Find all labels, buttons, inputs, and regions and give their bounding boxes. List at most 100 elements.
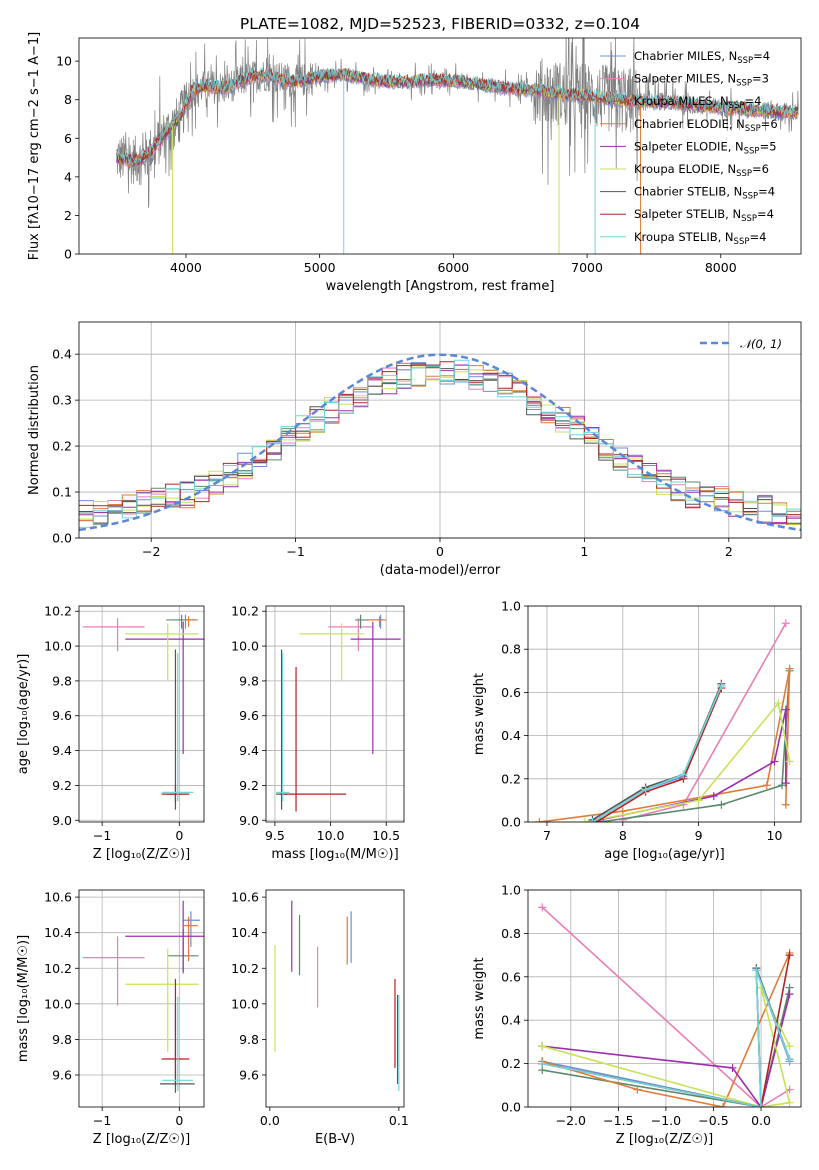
legend-name: Chabrier MILES, N bbox=[634, 49, 737, 63]
y-axis-label: Normed distribution bbox=[27, 365, 42, 495]
y-tick-label: 1.0 bbox=[501, 599, 521, 614]
weight-marker bbox=[728, 1063, 737, 1072]
weight-marker bbox=[719, 1103, 727, 1107]
legend-count: =3 bbox=[752, 72, 769, 86]
x-tick-label: 8 bbox=[619, 828, 627, 843]
errorbar-point bbox=[125, 948, 199, 1052]
weight-series bbox=[588, 681, 726, 822]
weight-line bbox=[542, 952, 791, 1107]
weight-marker bbox=[778, 781, 787, 790]
panel-residuals: −2 −1 0 1 2 0.0 0.1 0.2 0.3 0.4 (data-model)/error… bbox=[27, 321, 802, 578]
errorbar-point bbox=[166, 614, 196, 629]
weight-marker bbox=[781, 779, 790, 788]
residual-histogram bbox=[79, 361, 801, 525]
weight-marker bbox=[770, 757, 779, 766]
errorbar-point bbox=[279, 666, 347, 812]
weight-marker bbox=[618, 807, 627, 816]
legend-count: =4 bbox=[749, 230, 766, 244]
weight-series bbox=[580, 699, 794, 822]
x-tick-label: 10.0 bbox=[317, 828, 345, 843]
errorbar-point bbox=[161, 785, 190, 803]
weight-marker bbox=[785, 951, 794, 960]
errorbar-point bbox=[183, 911, 201, 947]
weight-marker bbox=[535, 818, 544, 822]
errorbar-point bbox=[350, 621, 401, 755]
panel-weight-vs-Z: −2.0 −1.5 −1.0 −0.5 0.0 0.0 0.2 0.4 0.6 0.8 1.0 Z [… bbox=[472, 883, 802, 1147]
weight-marker bbox=[694, 796, 703, 805]
errorbar-point bbox=[82, 936, 145, 1006]
errorbar-point bbox=[183, 916, 198, 962]
gridlines bbox=[266, 606, 404, 822]
y-tick-label: 9.4 bbox=[52, 743, 72, 758]
x-tick-label: 1 bbox=[580, 544, 588, 559]
gridlines bbox=[79, 890, 204, 1107]
legend-label: Kroupa MILES, NSSP=4 bbox=[634, 94, 761, 111]
y-tick-label: 0.1 bbox=[52, 485, 72, 500]
y-axis-label: mass [log₁₀(M/M☉)] bbox=[16, 935, 31, 1062]
legend-name: Chabrier STELIB, N bbox=[634, 185, 742, 199]
y-tick-label: 10.2 bbox=[44, 961, 72, 976]
axes-frame bbox=[78, 605, 205, 823]
y-tick-label: 1.0 bbox=[501, 883, 521, 898]
weight-marker bbox=[580, 818, 589, 822]
y-tick-label: 0.2 bbox=[501, 771, 521, 786]
normal-curve bbox=[79, 353, 801, 532]
residual-legend: 𝒩(0, 1) bbox=[700, 337, 782, 351]
x-tick-label: 10.5 bbox=[372, 828, 400, 843]
legend-label: 𝒩(0, 1) bbox=[740, 337, 782, 351]
axes-frame bbox=[78, 37, 802, 255]
weight-line bbox=[542, 994, 791, 1107]
y-tick-label: 0.8 bbox=[501, 926, 521, 941]
y-tick-label: 0.0 bbox=[52, 531, 72, 546]
y-tick-label: 0.2 bbox=[501, 1056, 521, 1071]
legend-subscript: SSP bbox=[734, 237, 750, 247]
errorbar-point bbox=[125, 621, 204, 755]
weight-marker bbox=[641, 785, 650, 794]
legend-count: =4 bbox=[758, 185, 775, 199]
x-axis-label: mass [log₁₀(M/M☉)] bbox=[271, 847, 398, 862]
y-tick-label: 10.0 bbox=[44, 996, 72, 1011]
legend-count: =4 bbox=[753, 49, 770, 63]
x-tick-label: −1.0 bbox=[651, 1113, 681, 1128]
y-tick-label: 0.0 bbox=[501, 815, 521, 830]
y-tick-label: 0.8 bbox=[501, 642, 521, 657]
weight-marker bbox=[785, 990, 794, 999]
y-tick-label: 10.0 bbox=[231, 996, 259, 1011]
axes-frame bbox=[78, 321, 802, 539]
y-tick-label: 9.6 bbox=[52, 708, 72, 723]
plot-area bbox=[538, 903, 794, 1107]
legend-subscript: SSP bbox=[737, 56, 753, 66]
legend-label: Kroupa STELIB, NSSP=4 bbox=[634, 230, 766, 247]
legend-count: =4 bbox=[757, 207, 774, 221]
x-axis-label: (data-model)/error bbox=[380, 563, 501, 578]
x-tick-label: 4000 bbox=[170, 260, 202, 275]
legend-subscript: SSP bbox=[744, 146, 760, 156]
legend-name: Kroupa MILES, N bbox=[634, 94, 729, 108]
x-tick-label: 0.1 bbox=[389, 1113, 409, 1128]
x-axis-label: E(B-V) bbox=[315, 1132, 355, 1147]
weight-marker bbox=[762, 781, 771, 790]
errorbar-point bbox=[82, 618, 145, 652]
y-tick-label: 0.4 bbox=[501, 1013, 521, 1028]
y-tick-label: 9.6 bbox=[239, 708, 259, 723]
errorbar-point bbox=[125, 900, 204, 972]
legend-subscript: SSP bbox=[742, 192, 758, 202]
x-tick-label: −2 bbox=[142, 544, 160, 559]
weight-marker bbox=[774, 699, 783, 708]
legend-label: Chabrier STELIB, NSSP=4 bbox=[634, 185, 775, 202]
x-tick-label: 0 bbox=[436, 544, 444, 559]
weight-marker bbox=[757, 1103, 766, 1107]
plot-area bbox=[79, 353, 801, 532]
axes-frame bbox=[527, 889, 802, 1108]
weight-series bbox=[588, 679, 726, 822]
y-tick-label: 8 bbox=[64, 92, 72, 107]
legend-name: Salpeter MILES, N bbox=[634, 72, 736, 86]
legend-name: Salpeter ELODIE, N bbox=[634, 139, 744, 153]
x-tick-label: 9.5 bbox=[265, 828, 285, 843]
legend-label: Salpeter MILES, NSSP=3 bbox=[634, 72, 769, 89]
errorbar-point bbox=[369, 614, 387, 629]
legend-subscript: SSP bbox=[729, 101, 745, 111]
y-tick-label: 6 bbox=[64, 131, 72, 146]
y-tick-label: 10.2 bbox=[231, 961, 259, 976]
